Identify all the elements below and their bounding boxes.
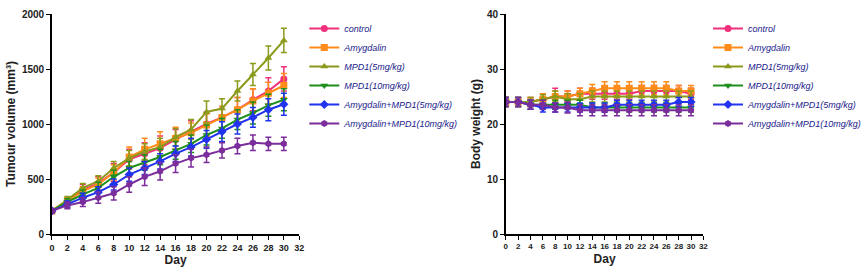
svg-text:16: 16 xyxy=(600,242,609,251)
svg-text:Day: Day xyxy=(165,253,187,267)
svg-text:12: 12 xyxy=(140,243,150,253)
svg-text:8: 8 xyxy=(111,243,116,253)
svg-text:40: 40 xyxy=(487,9,499,20)
svg-text:26: 26 xyxy=(248,243,258,253)
svg-text:2000: 2000 xyxy=(22,9,45,20)
svg-text:4: 4 xyxy=(528,242,533,251)
svg-text:MPD1(5mg/kg): MPD1(5mg/kg) xyxy=(344,62,405,72)
svg-text:10: 10 xyxy=(487,174,499,185)
svg-text:6: 6 xyxy=(96,243,101,253)
svg-text:0: 0 xyxy=(493,229,499,240)
svg-text:Amygdalin+MPD1(5mg/kg): Amygdalin+MPD1(5mg/kg) xyxy=(747,100,856,110)
svg-text:0: 0 xyxy=(49,243,54,253)
svg-text:10: 10 xyxy=(563,242,572,251)
svg-text:22: 22 xyxy=(637,242,646,251)
svg-text:Amygdalin: Amygdalin xyxy=(747,43,790,53)
svg-text:MPD1(10mg/kg): MPD1(10mg/kg) xyxy=(344,81,410,91)
svg-text:1500: 1500 xyxy=(22,64,45,75)
svg-text:30: 30 xyxy=(687,242,696,251)
svg-text:4: 4 xyxy=(80,243,85,253)
svg-text:20: 20 xyxy=(202,243,212,253)
svg-text:MPD1(5mg/kg): MPD1(5mg/kg) xyxy=(748,62,809,72)
svg-text:Amygdalin: Amygdalin xyxy=(343,43,386,53)
svg-text:24: 24 xyxy=(232,243,242,253)
svg-text:12: 12 xyxy=(575,242,584,251)
svg-text:10: 10 xyxy=(124,243,134,253)
svg-text:0: 0 xyxy=(504,242,509,251)
svg-text:control: control xyxy=(344,24,372,34)
svg-text:14: 14 xyxy=(155,243,165,253)
svg-text:1000: 1000 xyxy=(22,119,45,130)
svg-text:28: 28 xyxy=(263,243,273,253)
svg-text:20: 20 xyxy=(487,119,499,130)
svg-text:control: control xyxy=(748,24,776,34)
svg-text:2: 2 xyxy=(516,242,521,251)
svg-text:MPD1(10mg/kg): MPD1(10mg/kg) xyxy=(748,81,814,91)
svg-text:20: 20 xyxy=(625,242,634,251)
svg-text:24: 24 xyxy=(650,242,659,251)
svg-text:Tumour volume (mm³): Tumour volume (mm³) xyxy=(4,61,18,187)
svg-text:500: 500 xyxy=(27,174,44,185)
svg-text:18: 18 xyxy=(186,243,196,253)
svg-text:16: 16 xyxy=(171,243,181,253)
svg-text:Body weight (g): Body weight (g) xyxy=(469,79,483,169)
svg-text:6: 6 xyxy=(541,242,546,251)
svg-text:Amygdalin+MPD1(5mg/kg): Amygdalin+MPD1(5mg/kg) xyxy=(343,100,452,110)
svg-text:26: 26 xyxy=(662,242,671,251)
svg-text:0: 0 xyxy=(39,229,45,240)
svg-text:Day: Day xyxy=(594,252,616,266)
svg-text:14: 14 xyxy=(588,242,597,251)
svg-text:2: 2 xyxy=(65,243,70,253)
svg-text:22: 22 xyxy=(217,243,227,253)
svg-text:Amygdalin+MPD1(10mg/kg): Amygdalin+MPD1(10mg/kg) xyxy=(343,119,457,129)
svg-text:8: 8 xyxy=(553,242,558,251)
svg-text:18: 18 xyxy=(612,242,621,251)
svg-text:32: 32 xyxy=(699,242,708,251)
svg-text:Amygdalin+MPD1(10mg/kg): Amygdalin+MPD1(10mg/kg) xyxy=(747,119,861,129)
svg-text:30: 30 xyxy=(279,243,289,253)
svg-text:30: 30 xyxy=(487,64,499,75)
svg-text:32: 32 xyxy=(294,243,304,253)
svg-text:28: 28 xyxy=(674,242,683,251)
